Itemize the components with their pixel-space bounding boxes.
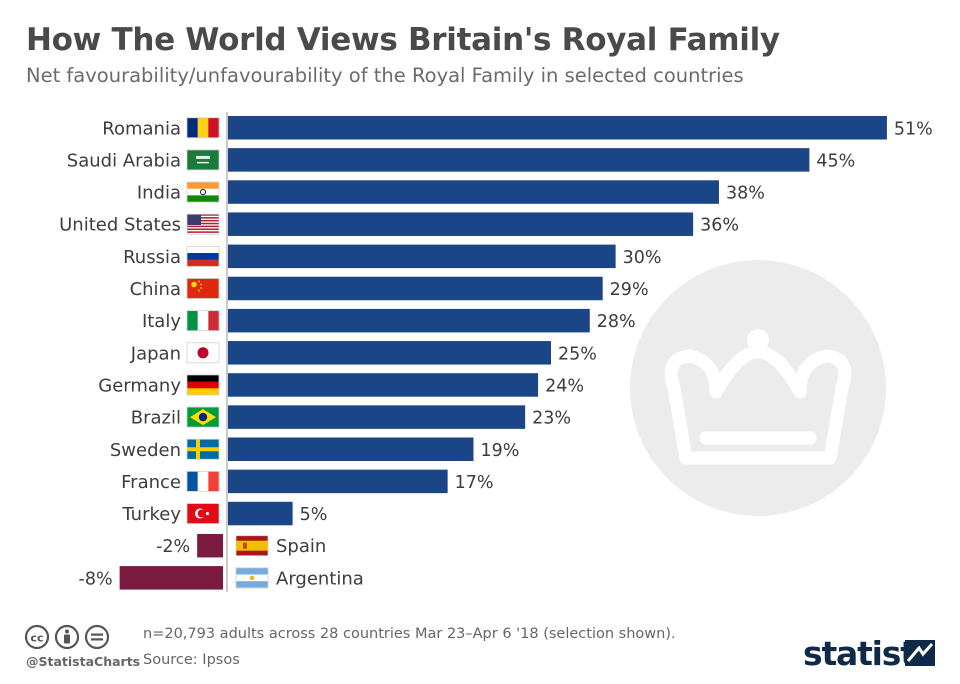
bar-row-france: 17% France	[121, 469, 494, 494]
category-label-italy: Italy	[142, 311, 181, 332]
cc-icon: cc	[24, 624, 50, 650]
social-handle: @StatistaCharts	[26, 654, 141, 669]
bar-saudi-arabia	[228, 148, 810, 172]
bar-row-romania: 51% Romania	[102, 116, 933, 140]
china-flag-icon	[186, 278, 220, 299]
bar-romania	[228, 116, 887, 140]
value-label-germany: 24%	[545, 376, 584, 396]
bar-spain	[197, 533, 223, 558]
chart-title: How The World Views Britain's Royal Fami…	[26, 22, 780, 58]
bar-row-turkey: 5% Turkey	[121, 501, 328, 526]
brazil-flag-icon	[186, 406, 220, 428]
category-label-romania: Romania	[102, 118, 181, 139]
value-label-romania: 51%	[894, 119, 933, 139]
category-label-india: India	[137, 183, 181, 204]
sample-note: n=20,793 adults across 28 countries Mar …	[143, 626, 676, 642]
category-label-spain: Spain	[276, 536, 326, 557]
license-icons: cc	[24, 624, 120, 655]
bar-row-germany: 24% Germany	[98, 373, 584, 397]
bar-italy	[228, 308, 590, 333]
value-label-brazil: 23%	[532, 409, 571, 429]
category-label-china: China	[130, 279, 181, 300]
value-label-saudi-arabia: 45%	[816, 151, 855, 171]
category-label-saudi-arabia: Saudi Arabia	[67, 150, 181, 171]
value-label-argentina: -8%	[79, 569, 113, 589]
value-label-turkey: 5%	[300, 505, 328, 525]
category-label-france: France	[121, 472, 181, 493]
bar-china	[228, 276, 603, 301]
value-label-japan: 25%	[558, 344, 597, 364]
category-label-argentina: Argentina	[276, 568, 364, 589]
bar-row-japan: 25% Japan	[130, 341, 597, 365]
category-label-germany: Germany	[98, 375, 181, 396]
category-label-russia: Russia	[123, 247, 181, 268]
bar-japan	[228, 341, 551, 365]
category-label-brazil: Brazil	[131, 408, 181, 429]
bar-row-brazil: 23% Brazil	[131, 405, 571, 429]
category-label-united-states: United States	[59, 215, 181, 236]
value-label-italy: 28%	[597, 312, 636, 332]
svg-text:cc: cc	[30, 632, 43, 645]
bar-argentina	[119, 566, 223, 590]
bar-row-argentina: -8% Argentina	[79, 566, 364, 590]
bar-united-states	[228, 212, 694, 236]
chart-subtitle: Net favourability/unfavourability of the…	[26, 64, 744, 87]
category-label-sweden: Sweden	[110, 440, 181, 461]
italy-flag-icon	[186, 310, 220, 332]
statista-logo-mark	[905, 640, 935, 666]
source-note: Source: Ipsos	[143, 652, 240, 668]
sweden-flag-icon	[186, 438, 220, 460]
value-label-china: 29%	[610, 280, 649, 300]
united-states-flag-icon	[186, 213, 220, 235]
bar-russia	[228, 244, 616, 269]
bar-sweden	[228, 437, 474, 461]
value-label-russia: 30%	[623, 248, 662, 268]
attribution-icon	[54, 624, 80, 650]
bar-row-india: 38% India	[137, 180, 765, 204]
value-label-france: 17%	[455, 473, 494, 493]
value-label-spain: -2%	[156, 537, 190, 557]
bar-row-sweden: 19% Sweden	[110, 437, 519, 461]
romania-flag-icon	[186, 117, 220, 139]
bar-chart: 51% Romania 45% Saudi Arabia 38% India 36% Unit…	[59, 112, 933, 592]
bar-germany	[228, 373, 539, 397]
bar-row-spain: -2% Spain	[156, 533, 326, 558]
bar-france	[228, 469, 448, 494]
category-label-japan: Japan	[130, 343, 181, 364]
argentina-flag-icon	[235, 567, 269, 589]
value-label-united-states: 36%	[700, 216, 739, 236]
japan-flag-icon	[186, 342, 220, 364]
category-label-turkey: Turkey	[121, 504, 181, 525]
value-label-sweden: 19%	[480, 441, 519, 461]
bar-row-russia: 30% Russia	[123, 244, 662, 269]
france-flag-icon	[186, 470, 220, 492]
bars-layer: 51% Romania 45% Saudi Arabia 38% India 36% Unit…	[59, 116, 933, 590]
bar-row-italy: 28% Italy	[142, 308, 636, 333]
crown-icon	[630, 260, 886, 516]
saudi-arabia-flag-icon	[186, 149, 220, 171]
value-label-india: 38%	[726, 184, 765, 204]
bar-row-saudi-arabia: 45% Saudi Arabia	[67, 148, 855, 172]
bar-row-china: 29% China	[130, 276, 649, 301]
turkey-flag-icon	[186, 503, 220, 524]
spain-flag-icon	[235, 535, 269, 557]
bar-turkey	[228, 501, 293, 526]
no-derivatives-icon	[84, 624, 110, 650]
russia-flag-icon	[186, 245, 220, 267]
bar-india	[228, 180, 719, 204]
germany-flag-icon	[186, 374, 220, 396]
bar-brazil	[228, 405, 526, 429]
india-flag-icon	[186, 181, 220, 203]
bar-row-united-states: 36% United States	[59, 212, 739, 236]
